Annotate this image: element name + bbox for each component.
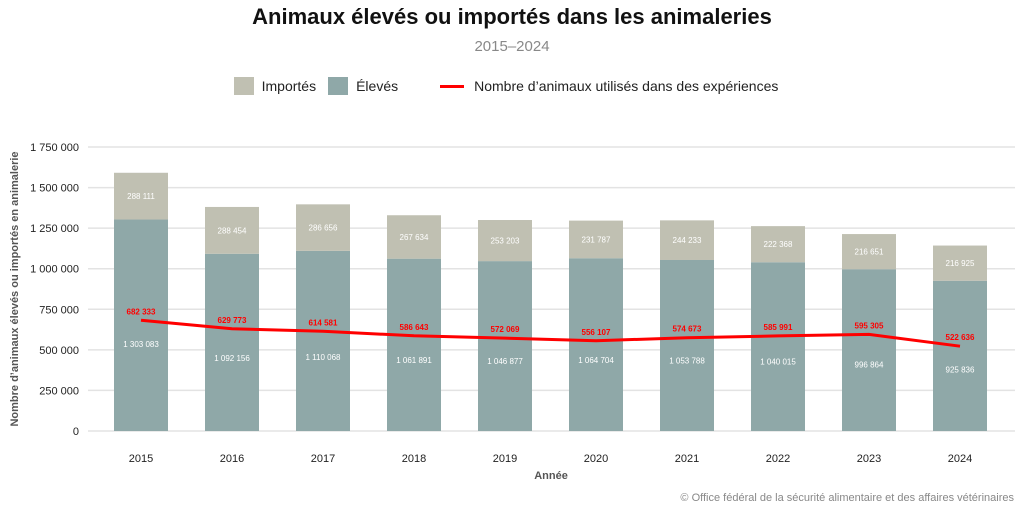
- bar-eleves: [114, 219, 168, 431]
- data-label-experiences: 556 107: [582, 328, 611, 337]
- data-label-importes: 216 651: [855, 248, 884, 257]
- x-tick-label: 2015: [129, 453, 153, 465]
- data-label-importes: 253 203: [491, 237, 520, 246]
- legend-item-experiences: Nombre d’animaux utilisés dans des expér…: [410, 78, 778, 94]
- bar-importes: [296, 204, 350, 251]
- legend-item-eleves: Élevés: [328, 77, 398, 95]
- data-label-importes: 267 634: [400, 233, 429, 242]
- data-label-eleves: 1 092 156: [214, 354, 250, 363]
- x-tick-label: 2016: [220, 453, 244, 465]
- data-label-experiences: 629 773: [218, 316, 247, 325]
- y-axis-label: Nombre d’animaux élevés ou importés en a…: [9, 151, 21, 426]
- y-tick-label: 0: [73, 426, 79, 438]
- x-tick-label: 2022: [766, 453, 790, 465]
- data-label-eleves: 1 110 068: [306, 353, 342, 362]
- bar-importes: [478, 220, 532, 262]
- data-label-experiences: 572 069: [491, 325, 520, 334]
- chart-subtitle: 2015–2024: [474, 38, 550, 55]
- data-label-experiences: 585 991: [764, 323, 793, 332]
- data-label-experiences: 614 581: [309, 318, 338, 327]
- bar-eleves: [569, 258, 623, 431]
- line-experiences: [140, 318, 961, 348]
- bar-eleves: [478, 261, 532, 431]
- data-label-importes: 231 787: [582, 235, 611, 244]
- x-tick-label: 2018: [402, 453, 426, 465]
- data-label-eleves: 996 864: [855, 361, 884, 370]
- bar-eleves: [933, 280, 987, 431]
- data-label-experiences: 595 305: [855, 321, 884, 330]
- legend-item-importes: Importés: [233, 77, 317, 95]
- x-tick-label: 2017: [311, 453, 335, 465]
- data-label-eleves: 925 836: [946, 365, 975, 374]
- x-tick-label: 2020: [584, 453, 608, 465]
- legend-label: Élevés: [356, 78, 399, 94]
- legend-label: Nombre d’animaux utilisés dans des expér…: [474, 78, 779, 94]
- x-tick-label: 2019: [493, 453, 517, 465]
- x-tick-label: 2023: [857, 453, 881, 465]
- legend-swatch: [233, 77, 254, 95]
- bar-importes: [751, 226, 805, 263]
- data-label-importes: 222 368: [764, 240, 793, 249]
- data-label-eleves: 1 064 704: [578, 356, 614, 365]
- y-tick-label: 1 750 000: [30, 142, 79, 154]
- bar-importes: [933, 245, 987, 281]
- bar-importes: [387, 215, 441, 259]
- legend-swatch: [328, 77, 349, 95]
- y-tick-label: 1 500 000: [30, 183, 79, 195]
- x-tick-label: 2021: [675, 453, 699, 465]
- data-label-importes: 288 454: [218, 226, 247, 235]
- data-label-importes: 244 233: [673, 236, 702, 245]
- data-label-eleves: 1 046 877: [487, 357, 523, 366]
- y-tick-label: 500 000: [39, 345, 79, 357]
- y-tick-label: 250 000: [39, 385, 79, 397]
- data-label-experiences: 522 636: [946, 333, 975, 342]
- bar-eleves: [387, 258, 441, 431]
- data-label-experiences: 574 673: [673, 325, 702, 334]
- y-tick-label: 1 250 000: [30, 223, 79, 235]
- y-tick-label: 750 000: [39, 304, 79, 316]
- footer-credit: © Office fédéral de la sécurité alimenta…: [680, 492, 1014, 504]
- bar-eleves: [296, 250, 350, 431]
- bar-eleves: [660, 259, 714, 431]
- data-label-importes: 288 111: [127, 192, 155, 201]
- bar-importes: [569, 220, 623, 259]
- data-label-eleves: 1 303 083: [123, 340, 159, 349]
- bar-importes: [842, 234, 896, 270]
- data-label-importes: 286 656: [309, 224, 338, 233]
- bar-eleves: [205, 253, 259, 431]
- x-axis-label: Année: [534, 470, 568, 482]
- data-label-eleves: 1 040 015: [760, 358, 796, 367]
- bar-importes: [114, 172, 168, 220]
- bar-importes: [205, 206, 259, 254]
- x-tick-label: 2024: [948, 453, 972, 465]
- data-label-importes: 216 925: [946, 259, 975, 268]
- legend: Importés Élevés Nombre d’animaux utilisé…: [0, 77, 1024, 95]
- bar-eleves: [842, 269, 896, 431]
- data-label-eleves: 1 053 788: [669, 357, 705, 366]
- legend-label: Importés: [261, 78, 317, 94]
- data-label-eleves: 1 061 891: [396, 356, 432, 365]
- legend-line: [440, 84, 465, 88]
- data-label-experiences: 682 333: [127, 307, 156, 316]
- y-tick-label: 1 000 000: [30, 264, 79, 276]
- data-label-experiences: 586 643: [400, 323, 429, 332]
- bar-importes: [660, 220, 714, 260]
- bar-eleves: [751, 262, 805, 431]
- chart-title: Animaux élevés ou importés dans les anim…: [252, 4, 772, 29]
